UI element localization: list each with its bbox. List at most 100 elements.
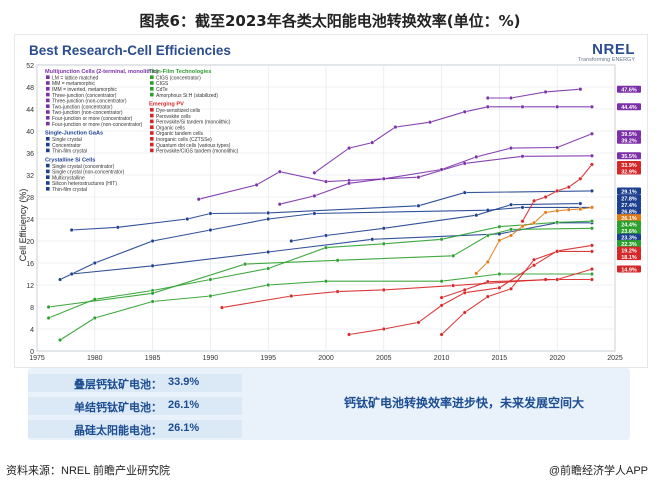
data-point	[289, 238, 294, 243]
data-point	[266, 282, 271, 287]
data-point	[555, 277, 560, 282]
data-point	[520, 154, 525, 159]
legend-marker	[46, 187, 50, 191]
data-point	[254, 182, 259, 187]
y-tick-label: 24	[26, 217, 34, 224]
x-tick-label: 2005	[376, 355, 392, 362]
legend: Multijunction Cells (2-terminal, monolit…	[45, 69, 239, 193]
data-point	[312, 170, 317, 175]
data-point	[497, 238, 502, 243]
record-label: 26.1%	[621, 216, 637, 222]
series-line	[487, 88, 581, 99]
legend-item: Perovskite/CIGS tandem (monolithic)	[156, 149, 239, 155]
legend-marker	[150, 108, 154, 112]
data-point	[115, 225, 120, 230]
data-point	[589, 219, 594, 224]
legend-marker	[150, 113, 154, 118]
data-point	[324, 279, 329, 284]
y-tick-label: 20	[26, 239, 34, 246]
x-tick-label: 1980	[87, 355, 103, 362]
brand-note: @前瞻经济学人APP	[548, 465, 648, 477]
record-badge	[617, 103, 641, 111]
data-point	[543, 210, 548, 215]
data-point	[69, 271, 74, 276]
legend-item: Dye-sensitized cells	[156, 108, 201, 114]
data-point	[555, 249, 560, 254]
legend-item: CIGS	[156, 81, 169, 87]
record-label: 19.2%	[621, 248, 637, 254]
legend-marker	[46, 148, 50, 153]
y-tick-label: 0	[30, 349, 34, 356]
data-point	[555, 208, 560, 213]
data-point	[150, 291, 155, 296]
record-labels: 47.6% 44.4% 39.5%39.2% 35.5% 33.9%32.9% 29.1%…	[617, 85, 641, 273]
y-tick-label: 32	[26, 173, 34, 180]
data-point	[485, 294, 490, 299]
record-badge	[617, 136, 641, 144]
data-point	[589, 153, 594, 158]
legend-group-title: Multijunction Cells (2-terminal, monolit…	[45, 69, 158, 75]
data-point	[208, 227, 213, 232]
data-point	[589, 277, 594, 282]
data-point	[474, 154, 479, 159]
record-label: 35.5%	[621, 154, 637, 160]
data-point	[589, 267, 594, 272]
record-label: 18.1%	[621, 255, 637, 261]
data-point	[370, 237, 375, 242]
series-line	[71, 190, 592, 231]
record-badge	[617, 220, 641, 228]
record-label: 23.6%	[621, 229, 637, 235]
data-point	[208, 277, 213, 282]
data-point	[578, 176, 583, 181]
record-badge	[617, 85, 641, 93]
data-point	[555, 188, 560, 193]
data-point	[347, 332, 352, 337]
legend-marker	[46, 175, 50, 179]
data-point	[58, 277, 63, 282]
data-point	[439, 303, 444, 308]
x-tick-label: 1975	[29, 355, 45, 362]
data-point	[555, 145, 560, 150]
legend-item: Thin-film crystal	[52, 187, 87, 193]
data-point	[92, 316, 97, 321]
x-tick-label: 2020	[549, 355, 565, 362]
data-point	[589, 271, 594, 276]
record-badge	[617, 187, 641, 195]
data-point	[451, 253, 456, 258]
x-tick-label: 1985	[145, 355, 161, 362]
data-point	[589, 243, 594, 248]
record-label: 33.9%	[621, 163, 637, 169]
y-axis-label: Cell Efficiency (%)	[18, 189, 28, 262]
record-badge	[617, 265, 641, 273]
data-point	[393, 125, 398, 130]
legend-item: LM = lattice matched	[52, 75, 98, 81]
data-point	[474, 271, 479, 276]
data-point	[150, 263, 155, 268]
data-point	[335, 289, 340, 294]
legend-marker	[46, 98, 50, 103]
legend-marker	[46, 75, 50, 79]
record-label: 22.3%	[621, 242, 637, 248]
data-point	[520, 104, 525, 109]
data-point	[532, 257, 537, 262]
record-label: 47.6%	[621, 88, 637, 94]
data-point	[566, 185, 571, 190]
data-point	[462, 310, 467, 315]
legend-marker	[46, 142, 50, 147]
data-point	[381, 176, 386, 181]
legend-marker	[46, 137, 50, 141]
data-point	[416, 203, 421, 208]
record-badge	[617, 253, 641, 261]
source-note: 资料来源：NREL 前瞻产业研究院	[6, 465, 170, 477]
record-badge	[617, 161, 641, 169]
data-point	[347, 146, 352, 151]
summary-item-label: 叠层钙钛矿电池：	[74, 379, 162, 391]
summary-item: 单结钙钛矿电池： 26.1%	[28, 397, 242, 415]
legend-marker	[46, 87, 50, 91]
data-point	[532, 263, 537, 268]
data-point	[578, 207, 583, 212]
legend-item: CdTe	[156, 87, 168, 93]
legend-item: Organic cells	[156, 125, 185, 131]
y-tick-label: 8	[30, 305, 34, 312]
data-point	[509, 227, 514, 232]
